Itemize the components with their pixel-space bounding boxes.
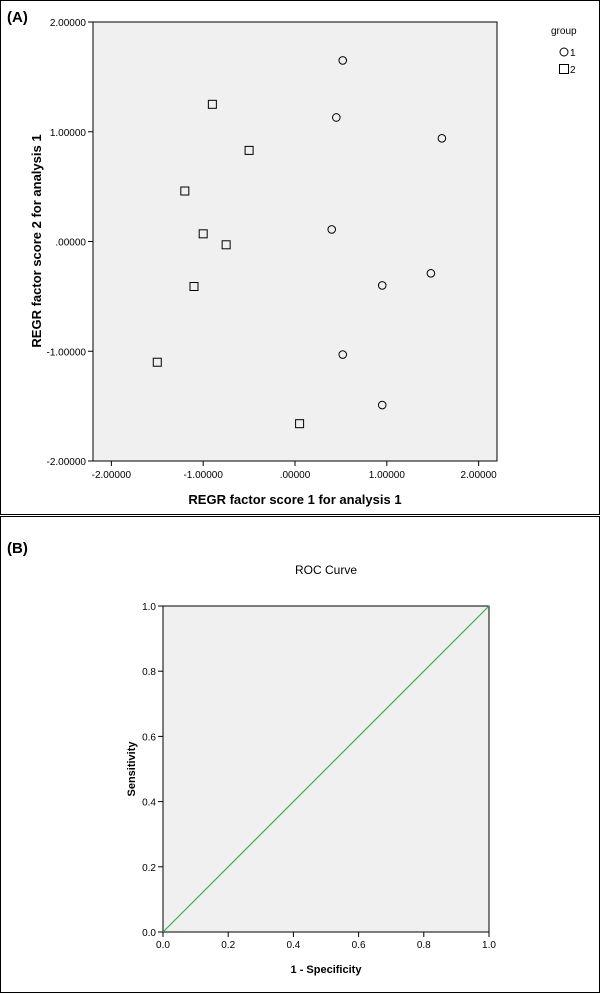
roc-y-axis-title: Sensitivity [126, 741, 138, 797]
scatter-point-group-2 [198, 229, 208, 239]
legend-label-group-2: 2 [570, 65, 576, 76]
scatter-point-group-1 [338, 56, 348, 65]
scatter-point-group-1 [426, 269, 436, 278]
y-tick-label: 0.4 [142, 798, 156, 809]
y-tick-label: 1.00000 [50, 128, 87, 139]
panel-b-label: (B) [7, 540, 28, 557]
x-tick-label: 0.6 [352, 940, 366, 951]
y-tick-label: 0.8 [142, 667, 156, 678]
scatter-marks [152, 56, 447, 429]
scatter-legend: group 1 2 [551, 26, 577, 76]
legend-square-marker [559, 64, 569, 74]
roc-ticks: 0.0 0.2 0.4 0.6 0.8 1.0 0.0 0.2 0.4 0.6 0.8 1.0 [142, 602, 496, 951]
x-tick-label: -1.00000 [183, 470, 223, 481]
scatter-point-group-2 [207, 99, 217, 109]
scatter-y-axis-title: REGR factor score 2 for analysis 1 [29, 134, 44, 347]
scatter-point-group-1 [437, 134, 447, 143]
y-tick-label: -1.00000 [47, 347, 87, 358]
scatter-x-axis-title: REGR factor score 1 for analysis 1 [188, 492, 401, 507]
legend-title: group [551, 26, 577, 37]
scatter-plot-area [92, 21, 498, 462]
scatter-point-group-1 [332, 113, 341, 122]
panel-a-label: (A) [7, 9, 28, 26]
x-tick-label: 1.00000 [369, 470, 406, 481]
scatter-point-group-2 [295, 419, 305, 429]
scatter-point-group-1 [377, 281, 387, 290]
y-tick-label: .00000 [55, 238, 86, 249]
scatter-ticks: -2.00000 -1.00000 .00000 1.00000 2.00000 -2.0… [47, 18, 498, 481]
legend-circle-marker [559, 47, 569, 57]
scatter-point-group-1 [377, 400, 387, 410]
x-tick-label: 0.8 [417, 940, 431, 951]
y-tick-label: 1.0 [142, 602, 156, 613]
x-tick-label: -2.00000 [92, 470, 132, 481]
scatter-point-group-2 [152, 357, 162, 367]
roc-chart-title: ROC Curve [295, 563, 357, 577]
scatter-point-group-2 [180, 186, 190, 196]
y-tick-label: -2.00000 [47, 457, 87, 468]
roc-x-axis-title: 1 - Specificity [291, 964, 363, 976]
x-tick-label: 0.2 [221, 940, 235, 951]
y-tick-label: 0.6 [142, 732, 156, 743]
x-tick-label: .00000 [280, 470, 311, 481]
scatter-point-group-1 [327, 225, 337, 234]
x-tick-label: 2.00000 [461, 470, 498, 481]
roc-marks [162, 605, 490, 933]
y-tick-label: 0.0 [142, 928, 156, 939]
legend-label-group-1: 1 [570, 48, 576, 59]
x-tick-label: 0.0 [156, 940, 170, 951]
scatter-point-group-2 [189, 281, 199, 291]
y-tick-label: 0.2 [142, 863, 156, 874]
scatter-point-group-2 [244, 145, 254, 155]
x-tick-label: 1.0 [482, 940, 496, 951]
scatter-point-group-1 [338, 350, 348, 359]
y-tick-label: 2.00000 [50, 18, 87, 29]
scatter-point-group-2 [221, 240, 231, 250]
x-tick-label: 0.4 [286, 940, 300, 951]
roc-reference-line [162, 605, 490, 933]
